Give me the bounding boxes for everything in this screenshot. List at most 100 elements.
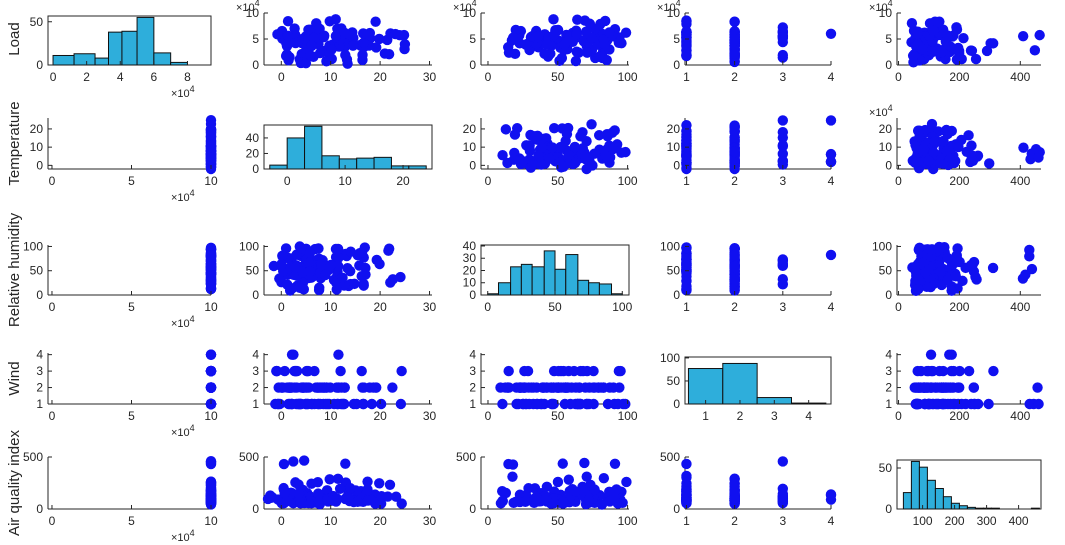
- panel-load-vs-relative-humidity-y-exponent-base: ×10: [453, 2, 472, 14]
- panel-air-quality-index-vs-relative-humidity-y-tick-label: 500: [456, 450, 476, 464]
- panel-temperature-vs-relative-humidity-y-tick-label: 0: [469, 158, 476, 172]
- panel-temperature-vs-relative-humidity-point: [586, 119, 597, 130]
- panel-temperature-vs-temperature-bar: [269, 164, 288, 170]
- panel-temperature-vs-air-quality-index-point: [918, 143, 929, 154]
- panel-air-quality-index-vs-load-x-tick-label: 10: [204, 514, 218, 528]
- panel-load-vs-air-quality-index-point: [928, 25, 939, 36]
- panel-wind-vs-temperature-point: [387, 382, 398, 393]
- panel-wind-vs-temperature-point: [312, 382, 323, 393]
- panel-temperature-vs-relative-humidity-point: [511, 123, 523, 134]
- panel-load-vs-relative-humidity-point: [556, 52, 568, 64]
- panel-wind-vs-air-quality-index-point: [919, 398, 930, 410]
- panel-air-quality-index-vs-air-quality-index-x-tick-label: 300: [977, 514, 997, 528]
- panel-load-vs-load-bar: [52, 54, 75, 66]
- panel-relative-humidity-vs-air-quality-index-point: [926, 244, 938, 255]
- panel-wind-vs-air-quality-index-point: [945, 398, 956, 410]
- panel-temperature-vs-air-quality-index-y-tick-label: 20: [879, 122, 893, 136]
- panel-air-quality-index-vs-air-quality-index-y-tick-label: 0: [885, 502, 892, 516]
- panel-temperature-vs-temperature-y-tick-label: 20: [246, 146, 260, 160]
- panel-relative-humidity-vs-air-quality-index-y-tick-label: 50: [879, 264, 893, 278]
- panel-relative-humidity-vs-air-quality-index-point: [970, 271, 981, 283]
- panel-temperature-vs-temperature-y-tick-label: 0: [252, 162, 259, 176]
- panel-relative-humidity-vs-relative-humidity-x-tick-label: 100: [612, 300, 632, 314]
- panel-load-vs-air-quality-index-point: [1034, 29, 1045, 41]
- panel-air-quality-index-vs-relative-humidity-point: [598, 473, 610, 484]
- panel-wind-vs-temperature-y-tick-label: 4: [252, 348, 259, 362]
- panel-temperature-vs-relative-humidity-point: [593, 130, 605, 141]
- panel-relative-humidity-vs-wind-y-tick-label: 50: [667, 264, 681, 278]
- panel-temperature-vs-air-quality-index-point: [984, 158, 995, 169]
- panel-relative-humidity-vs-temperature-point: [374, 258, 385, 270]
- panel-temperature-vs-wind-y-tick-label: 0: [673, 158, 680, 172]
- panel-air-quality-index-vs-air-quality-index-bar: [902, 492, 912, 510]
- panel-temperature-vs-air-quality-index-point: [929, 136, 940, 147]
- panel-relative-humidity-vs-wind-point: [729, 260, 740, 272]
- panel-relative-humidity-vs-temperature-point: [354, 260, 365, 271]
- panel-wind-vs-temperature-point: [291, 365, 303, 377]
- panel-temperature-vs-relative-humidity-point: [536, 159, 547, 170]
- panel-wind-vs-temperature-point: [370, 382, 382, 393]
- panel-wind-vs-air-quality-index-point: [940, 382, 952, 393]
- panel-wind-vs-relative-humidity-point: [577, 365, 589, 377]
- panel-load-vs-temperature-x-tick-label: 10: [324, 70, 338, 84]
- panel-temperature-vs-wind-point: [777, 126, 789, 138]
- panel-wind-vs-air-quality-index-point: [983, 398, 994, 410]
- panel-temperature-vs-temperature-bar: [286, 137, 306, 170]
- panel-air-quality-index-vs-temperature-point: [313, 488, 324, 499]
- panel-relative-humidity-vs-air-quality-index-point: [942, 252, 953, 264]
- panel-wind-vs-load-x-tick-label: 5: [128, 409, 135, 423]
- panel-load-vs-temperature-point: [324, 16, 335, 27]
- panel-air-quality-index-vs-air-quality-index-y-tick-label: 50: [879, 461, 893, 475]
- panel-relative-humidity-vs-load-x-tick-label: 5: [128, 300, 135, 314]
- panel-air-quality-index-vs-temperature-point: [396, 498, 407, 509]
- panel-load-vs-temperature-point: [370, 16, 381, 27]
- panel-wind-vs-air-quality-index-point: [915, 365, 927, 377]
- panel-load-vs-relative-humidity-y-tick-label: 10: [463, 6, 477, 20]
- panel-air-quality-index-vs-relative-humidity-point: [558, 496, 569, 508]
- panel-temperature-vs-wind-x-tick-label: 3: [779, 174, 786, 188]
- panel-relative-humidity-vs-relative-humidity-x-tick-label: 50: [548, 300, 562, 314]
- panel-load-vs-wind-point: [729, 16, 740, 28]
- panel-load-vs-air-quality-index-point: [981, 45, 993, 57]
- panel-load-vs-load-exponent-base: ×10: [171, 88, 190, 100]
- panel-temperature-vs-air-quality-index-y-tick-label: 10: [879, 140, 893, 154]
- panel-load-vs-air-quality-index-point: [953, 45, 965, 57]
- panel-temperature-vs-temperature-bar: [304, 125, 323, 170]
- panel-temperature-vs-air-quality-index-y-exponent-base: ×10: [869, 107, 888, 119]
- panel-load-vs-wind-point: [681, 49, 692, 60]
- panel-temperature-vs-air-quality-index-y-exponent-power: 4: [888, 103, 893, 113]
- panel-load-vs-relative-humidity-point: [509, 48, 521, 60]
- panel-load-vs-relative-humidity-point: [570, 55, 582, 67]
- panel-load-vs-wind-point: [777, 22, 789, 33]
- panel-wind-vs-temperature-point: [395, 398, 407, 410]
- panel-air-quality-index-vs-relative-humidity-x-tick-label: 50: [551, 514, 565, 528]
- panel-air-quality-index-vs-temperature-point: [382, 491, 393, 502]
- panel-relative-humidity-vs-temperature-point: [349, 278, 360, 290]
- panel-air-quality-index-vs-wind-point: [681, 486, 692, 498]
- panel-air-quality-index-vs-temperature-point: [374, 478, 385, 489]
- panel-relative-humidity-vs-temperature-point: [276, 258, 287, 270]
- panel-wind-vs-air-quality-index-point: [1033, 398, 1044, 410]
- panel-wind-vs-relative-humidity-point: [520, 382, 531, 393]
- panel-relative-humidity-vs-wind-x-tick-label: 1: [683, 300, 690, 314]
- panel-wind-vs-air-quality-index-point: [937, 365, 949, 377]
- panel-relative-humidity-vs-relative-humidity-bar: [598, 283, 613, 296]
- panel-relative-humidity-vs-temperature-point: [294, 282, 306, 294]
- panel-load-vs-air-quality-index-y-exponent-base: ×10: [869, 2, 888, 14]
- panel-temperature-vs-wind-point: [681, 150, 692, 162]
- panel-load-vs-relative-humidity-point: [586, 32, 597, 43]
- panel-wind-vs-relative-humidity-point: [555, 382, 567, 393]
- panel-relative-humidity-vs-air-quality-index-point: [920, 267, 931, 278]
- panel-relative-humidity-vs-wind-x-tick-label: 2: [731, 300, 738, 314]
- panel-temperature-vs-air-quality-index-point: [966, 140, 977, 151]
- panel-air-quality-index-vs-temperature-y-tick-label: 0: [252, 502, 259, 516]
- panel-wind-vs-temperature-x-tick-label: 20: [373, 409, 387, 423]
- panel-air-quality-index-vs-load-y-tick-label: 0: [36, 502, 43, 516]
- panel-wind-vs-relative-humidity-point: [532, 398, 543, 410]
- panel-load-vs-temperature-point: [357, 49, 368, 61]
- panel-relative-humidity-vs-temperature-x-tick-label: 30: [423, 300, 437, 314]
- panel-relative-humidity-vs-air-quality-index-point: [942, 274, 953, 286]
- panel-air-quality-index-vs-air-quality-index-bar: [926, 479, 936, 510]
- row-label-wind: Wind: [6, 361, 23, 395]
- panel-load-vs-wind-y-exponent: ×104: [657, 0, 681, 14]
